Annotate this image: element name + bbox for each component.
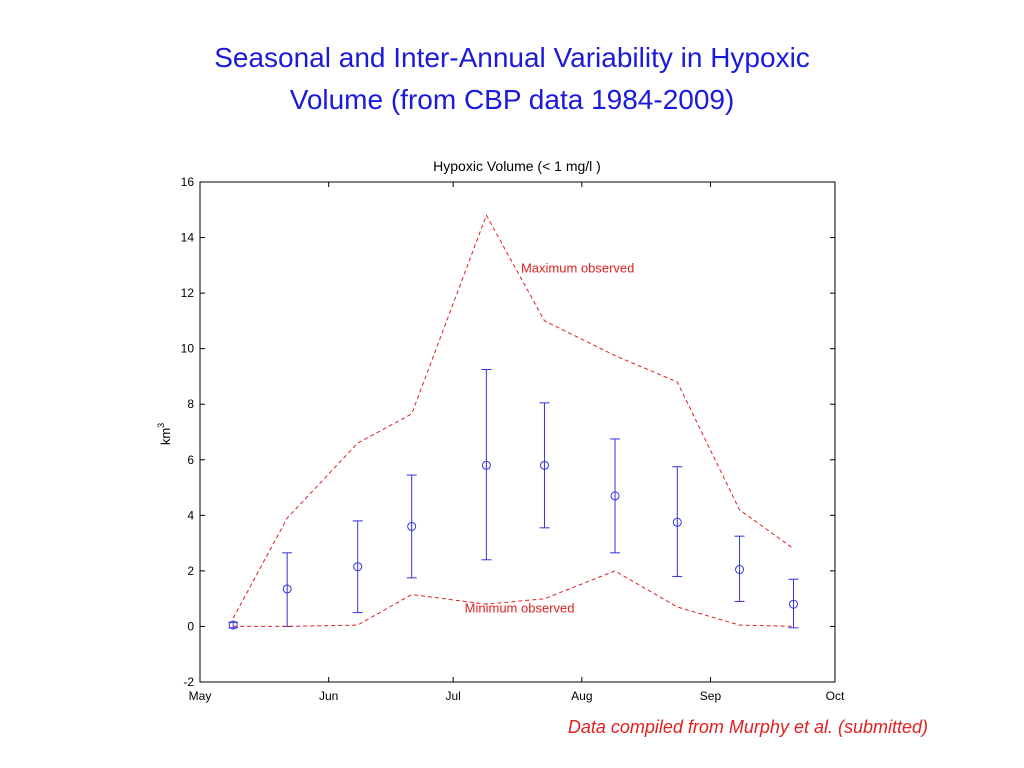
series-layer — [228, 214, 799, 630]
y-tick-label: 6 — [187, 453, 194, 467]
data-point-group — [481, 369, 492, 561]
x-tick-label: Oct — [826, 689, 845, 703]
y-tick-label: 12 — [181, 286, 195, 300]
citation: Data compiled from Murphy et al. (submit… — [567, 717, 928, 737]
y-tick-label: 2 — [187, 564, 194, 578]
x-tick-label: Aug — [571, 689, 592, 703]
mean-marker — [228, 620, 238, 630]
y-tick-label: 4 — [187, 508, 194, 522]
data-point-group — [610, 438, 621, 554]
data-point-group — [228, 620, 239, 630]
y-axis-label-unit: km — [158, 428, 173, 445]
plot-area — [199, 181, 836, 683]
x-tick-label: Sep — [700, 689, 722, 703]
y-tick-label: 16 — [181, 175, 195, 189]
y-tick-label: -2 — [183, 675, 194, 689]
mean-marker — [481, 460, 491, 470]
mean-marker — [788, 599, 798, 609]
y-axis-label: km3 — [156, 423, 173, 445]
slide-title: Seasonal and Inter-Annual Variability in… — [112, 37, 912, 121]
annotation-label: Minimum observed — [465, 601, 575, 616]
y-axis-label-exponent: 3 — [156, 423, 166, 428]
x-axis: May Jun Jul Aug Sep Oct — [189, 182, 845, 703]
x-tick-label: Jul — [445, 689, 460, 703]
x-tick-label: May — [189, 689, 212, 703]
mean-marker — [353, 562, 363, 572]
mean-marker — [610, 491, 620, 501]
slide-title-line-1: Seasonal and Inter-Annual Variability in… — [214, 42, 810, 73]
y-tick-label: 14 — [181, 231, 195, 245]
slide-title-line-2: Volume (from CBP data 1984-2009) — [289, 84, 735, 115]
annotation-layer: Maximum observed Minimum observed — [465, 260, 635, 615]
data-point-group — [672, 466, 683, 577]
mean-marker — [282, 584, 292, 594]
minimum-observed-line — [233, 570, 794, 627]
maximum-observed-line — [232, 214, 794, 619]
y-tick-label: 0 — [187, 619, 194, 633]
data-point-group — [406, 474, 417, 579]
y-tick-label: 10 — [181, 342, 195, 356]
data-point-group — [352, 520, 363, 614]
mean-marker — [539, 460, 549, 470]
data-point-group — [734, 535, 745, 602]
chart-title: Hypoxic Volume (< 1 mg/l ) — [433, 158, 601, 174]
mean-marker — [407, 521, 417, 531]
y-tick-label: 8 — [187, 397, 194, 411]
x-tick-label: Jun — [319, 689, 338, 703]
data-point-group — [282, 552, 293, 627]
data-point-group — [539, 402, 550, 529]
annotation-label: Maximum observed — [521, 260, 634, 275]
y-axis: -2 0 2 4 6 8 10 12 14 16 — [181, 175, 835, 689]
mean-marker — [735, 565, 745, 574]
mean-marker — [672, 517, 682, 527]
data-point-group — [788, 578, 799, 629]
